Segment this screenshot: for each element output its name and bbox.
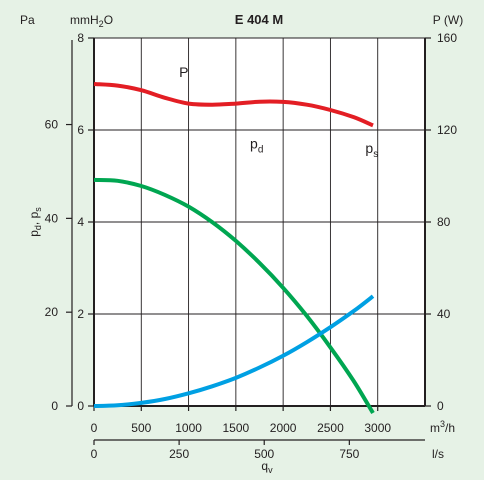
ls-unit-label: l/s	[432, 447, 444, 461]
w-tick-label: 80	[437, 215, 451, 229]
series-label-sub: s	[373, 149, 378, 160]
series-curves	[93, 82, 375, 415]
w-tick-label: 160	[437, 31, 457, 45]
pa-tick-label: 60	[45, 118, 59, 132]
mm-tick-label: 4	[77, 215, 84, 229]
x-tick-label: 2000	[270, 421, 297, 435]
x-tick-label: 1500	[223, 421, 250, 435]
flow-axis-label: qv	[261, 459, 273, 475]
x-unit-m: m	[430, 421, 440, 435]
w-tick-label: 120	[437, 123, 457, 137]
series-curve-2	[93, 294, 375, 408]
x-tick-label: 3000	[364, 421, 391, 435]
x-unit-suffix: /h	[445, 421, 455, 435]
mm-tick-label: 0	[77, 399, 84, 413]
flow-label-sub: v	[268, 465, 273, 475]
mm-label-suffix: O	[104, 13, 113, 27]
side-label-sub-d: d	[33, 225, 43, 230]
ls-tick-label: 0	[91, 447, 98, 461]
series-label-name: p	[250, 135, 258, 151]
pa-axis-label: Pa	[20, 13, 35, 27]
pa-tick-label: 0	[51, 399, 58, 413]
series-label-1: ps	[365, 140, 378, 160]
mm-tick-label: 6	[77, 123, 84, 137]
series-curve-0	[93, 82, 374, 128]
mm-tick-label: 8	[77, 31, 84, 45]
mm-label-sub: 2	[99, 19, 104, 29]
chart-title: E 404 M	[235, 12, 283, 27]
x-tick-label: 0	[91, 421, 98, 435]
side-label-p: p	[27, 230, 41, 237]
grid-lines	[94, 37, 425, 406]
pa-tick-label: 20	[45, 305, 59, 319]
side-label-sep: , p	[27, 211, 41, 225]
x-tick-label: 500	[131, 421, 151, 435]
pa-tick-label: 40	[45, 211, 59, 225]
series-label-sub: d	[258, 144, 264, 155]
series-label-0: P	[179, 64, 188, 80]
w-axis-label: P (W)	[433, 13, 463, 27]
side-label-sub-s: s	[33, 207, 43, 212]
w-tick-label: 0	[437, 399, 444, 413]
series-label-2: pd	[250, 135, 263, 155]
x-tick-label: 2500	[317, 421, 344, 435]
mm-tick-label: 2	[77, 307, 84, 321]
ls-tick-label: 500	[254, 447, 274, 461]
pressure-axis-label: pd, ps	[27, 207, 43, 237]
flow-label-q: q	[261, 459, 268, 473]
series-label-name: p	[365, 140, 373, 156]
mm-label-text: mmH	[70, 13, 99, 27]
x-unit-label: m3/h	[430, 419, 455, 435]
x-tick-label: 1000	[175, 421, 202, 435]
w-tick-label: 40	[437, 307, 451, 321]
series-label-name: P	[179, 64, 188, 80]
ls-tick-label: 250	[169, 447, 189, 461]
ls-tick-label: 750	[339, 447, 359, 461]
x-unit-sup: 3	[440, 419, 445, 429]
series-curve-1	[93, 177, 375, 415]
mm-axis-label: mmH2O	[70, 13, 113, 29]
